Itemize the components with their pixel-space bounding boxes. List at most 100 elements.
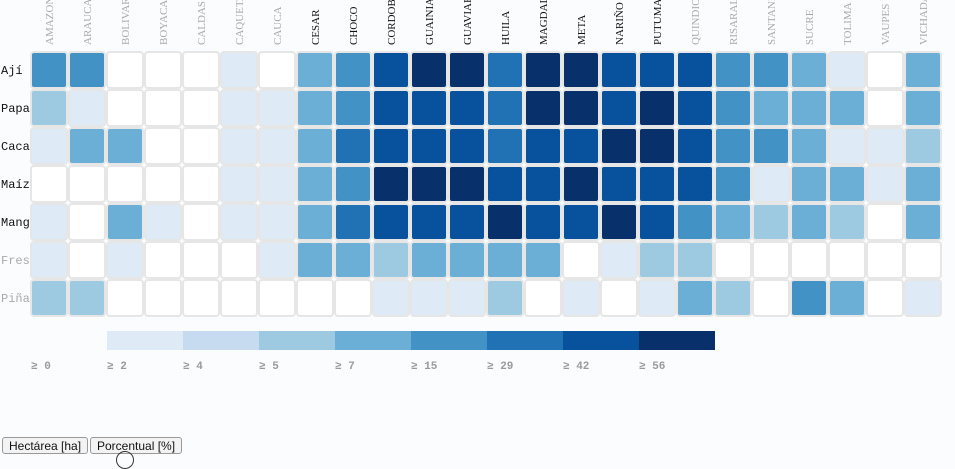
heatmap-cell[interactable] [182, 165, 220, 203]
heatmap-cell[interactable] [258, 241, 296, 279]
heatmap-cell[interactable] [144, 241, 182, 279]
heatmap-cell[interactable] [334, 241, 372, 279]
heatmap-cell[interactable] [714, 279, 752, 317]
heatmap-cell[interactable] [638, 127, 676, 165]
heatmap-cell[interactable] [182, 279, 220, 317]
heatmap-cell[interactable] [600, 241, 638, 279]
heatmap-cell[interactable] [334, 203, 372, 241]
heatmap-cell[interactable] [486, 165, 524, 203]
heatmap-cell[interactable] [486, 51, 524, 89]
heatmap-cell[interactable] [486, 203, 524, 241]
heatmap-cell[interactable] [562, 279, 600, 317]
heatmap-cell[interactable] [790, 203, 828, 241]
heatmap-cell[interactable] [904, 165, 942, 203]
heatmap-cell[interactable] [676, 279, 714, 317]
heatmap-cell[interactable] [524, 203, 562, 241]
heatmap-cell[interactable] [676, 51, 714, 89]
heatmap-cell[interactable] [410, 279, 448, 317]
heatmap-cell[interactable] [752, 203, 790, 241]
heatmap-cell[interactable] [334, 89, 372, 127]
heatmap-cell[interactable] [410, 203, 448, 241]
heatmap-cell[interactable] [866, 165, 904, 203]
heatmap-cell[interactable] [144, 51, 182, 89]
heatmap-cell[interactable] [866, 51, 904, 89]
heatmap-cell[interactable] [334, 165, 372, 203]
heatmap-cell[interactable] [562, 127, 600, 165]
heatmap-cell[interactable] [182, 89, 220, 127]
heatmap-cell[interactable] [828, 241, 866, 279]
heatmap-cell[interactable] [638, 203, 676, 241]
heatmap-cell[interactable] [904, 203, 942, 241]
heatmap-cell[interactable] [752, 241, 790, 279]
heatmap-cell[interactable] [486, 241, 524, 279]
heatmap-cell[interactable] [182, 51, 220, 89]
heatmap-cell[interactable] [258, 127, 296, 165]
heatmap-cell[interactable] [676, 165, 714, 203]
heatmap-cell[interactable] [562, 51, 600, 89]
heatmap-cell[interactable] [30, 279, 68, 317]
heatmap-cell[interactable] [258, 279, 296, 317]
heatmap-cell[interactable] [448, 51, 486, 89]
heatmap-cell[interactable] [296, 279, 334, 317]
heatmap-cell[interactable] [790, 279, 828, 317]
heatmap-cell[interactable] [486, 89, 524, 127]
heatmap-cell[interactable] [334, 279, 372, 317]
heatmap-cell[interactable] [790, 89, 828, 127]
heatmap-cell[interactable] [182, 203, 220, 241]
heatmap-cell[interactable] [144, 127, 182, 165]
heatmap-cell[interactable] [372, 165, 410, 203]
heatmap-cell[interactable] [828, 127, 866, 165]
heatmap-cell[interactable] [828, 51, 866, 89]
heatmap-cell[interactable] [220, 89, 258, 127]
heatmap-cell[interactable] [486, 279, 524, 317]
heatmap-cell[interactable] [410, 89, 448, 127]
heatmap-cell[interactable] [296, 89, 334, 127]
heatmap-cell[interactable] [638, 241, 676, 279]
heatmap-cell[interactable] [220, 127, 258, 165]
heatmap-cell[interactable] [752, 51, 790, 89]
heatmap-cell[interactable] [410, 241, 448, 279]
heatmap-cell[interactable] [866, 279, 904, 317]
heatmap-cell[interactable] [600, 165, 638, 203]
heatmap-cell[interactable] [486, 127, 524, 165]
heatmap-cell[interactable] [30, 51, 68, 89]
heatmap-cell[interactable] [676, 241, 714, 279]
heatmap-cell[interactable] [106, 203, 144, 241]
heatmap-cell[interactable] [68, 279, 106, 317]
heatmap-cell[interactable] [296, 165, 334, 203]
heatmap-cell[interactable] [790, 127, 828, 165]
heatmap-cell[interactable] [866, 241, 904, 279]
heatmap-cell[interactable] [410, 51, 448, 89]
heatmap-cell[interactable] [562, 165, 600, 203]
heatmap-cell[interactable] [258, 89, 296, 127]
heatmap-cell[interactable] [828, 89, 866, 127]
heatmap-cell[interactable] [410, 127, 448, 165]
heatmap-cell[interactable] [30, 127, 68, 165]
heatmap-cell[interactable] [752, 279, 790, 317]
hectare-button[interactable]: Hectárea [ha] [2, 437, 89, 454]
heatmap-cell[interactable] [714, 89, 752, 127]
heatmap-cell[interactable] [600, 279, 638, 317]
heatmap-cell[interactable] [296, 203, 334, 241]
heatmap-cell[interactable] [828, 165, 866, 203]
heatmap-cell[interactable] [372, 203, 410, 241]
heatmap-cell[interactable] [372, 127, 410, 165]
heatmap-cell[interactable] [106, 127, 144, 165]
heatmap-cell[interactable] [448, 165, 486, 203]
heatmap-cell[interactable] [638, 89, 676, 127]
heatmap-cell[interactable] [372, 51, 410, 89]
heatmap-cell[interactable] [600, 203, 638, 241]
heatmap-cell[interactable] [448, 203, 486, 241]
heatmap-cell[interactable] [258, 51, 296, 89]
heatmap-cell[interactable] [524, 89, 562, 127]
heatmap-cell[interactable] [524, 165, 562, 203]
heatmap-cell[interactable] [334, 127, 372, 165]
heatmap-cell[interactable] [752, 165, 790, 203]
heatmap-cell[interactable] [752, 89, 790, 127]
heatmap-cell[interactable] [258, 203, 296, 241]
heatmap-cell[interactable] [448, 241, 486, 279]
heatmap-cell[interactable] [866, 89, 904, 127]
heatmap-cell[interactable] [106, 279, 144, 317]
heatmap-cell[interactable] [296, 51, 334, 89]
heatmap-cell[interactable] [220, 279, 258, 317]
